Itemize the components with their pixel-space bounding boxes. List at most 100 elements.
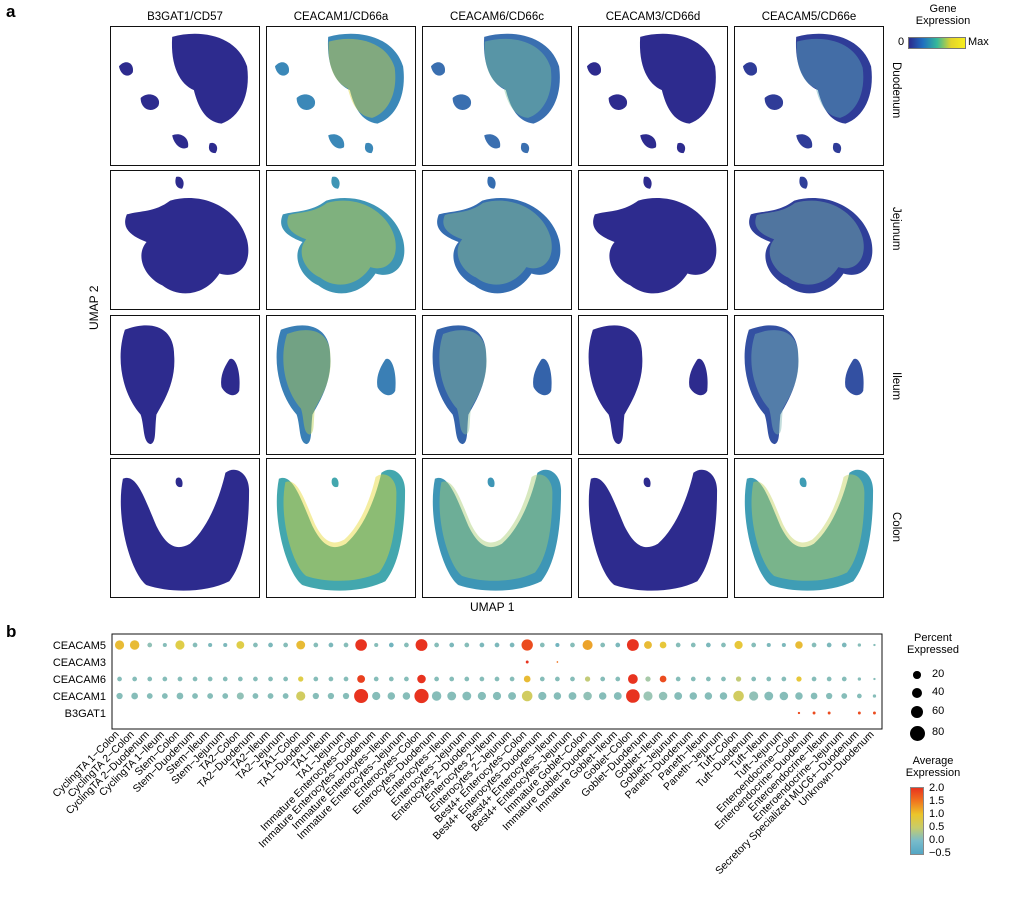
dot xyxy=(704,692,713,700)
dot xyxy=(404,642,409,648)
row-label-duodenum: Duodenum xyxy=(890,62,902,119)
cell-cluster xyxy=(744,469,874,591)
dot xyxy=(659,675,667,683)
dot xyxy=(237,676,243,682)
dot xyxy=(735,676,742,682)
dot xyxy=(538,691,547,701)
expression-highlight xyxy=(484,38,552,118)
dot xyxy=(509,642,515,648)
color-legend-tick: 2.0 xyxy=(929,782,945,794)
umap-embedding xyxy=(437,176,561,294)
row-label-ileum: Ileum xyxy=(890,372,902,401)
gene-label: B3GAT1 xyxy=(65,708,106,720)
cell-cluster xyxy=(689,358,708,396)
size-legend-dot xyxy=(913,671,921,679)
umap-plot-jejunum-ceacam6 xyxy=(422,170,572,310)
dot xyxy=(525,660,529,664)
umap-embedding xyxy=(430,33,560,154)
dot xyxy=(615,676,621,682)
dot xyxy=(521,639,533,651)
cell-cluster xyxy=(643,176,652,189)
cell-cluster xyxy=(281,198,405,294)
dot xyxy=(690,642,696,648)
umap-embedding xyxy=(281,176,405,294)
dot xyxy=(343,642,349,648)
dot xyxy=(387,692,396,700)
cell-cluster xyxy=(799,477,807,488)
cell-cluster xyxy=(175,176,184,189)
dot xyxy=(764,691,774,701)
umap-plot-colon-b3gat1 xyxy=(110,458,260,598)
umap-plot-ileum-ceacam1 xyxy=(266,315,416,455)
dot xyxy=(841,693,848,699)
dot xyxy=(355,639,367,651)
cell-cluster xyxy=(744,325,799,445)
color-legend-tick: −0.5 xyxy=(929,847,951,859)
dot xyxy=(464,676,470,682)
dot xyxy=(114,640,125,650)
dot xyxy=(644,641,652,649)
dot xyxy=(176,692,184,700)
dot xyxy=(749,691,759,701)
umap-plot-duodenum-ceacam6 xyxy=(422,26,572,166)
dot xyxy=(313,642,319,648)
dot xyxy=(388,676,394,682)
dot xyxy=(236,641,245,649)
dot xyxy=(600,676,606,682)
expression-highlight xyxy=(755,200,864,285)
dot xyxy=(354,688,369,704)
dot xyxy=(162,676,168,682)
percent-legend-line1: Percent xyxy=(914,632,952,644)
cell-cluster xyxy=(608,94,628,110)
dot xyxy=(827,711,831,715)
cell-cluster xyxy=(749,198,873,294)
dot xyxy=(161,693,168,699)
cell-cluster xyxy=(125,198,249,294)
row-label-colon: Colon xyxy=(890,512,902,543)
dot xyxy=(434,676,439,682)
dot xyxy=(192,642,198,648)
average-expression-gradient-bar xyxy=(910,787,924,855)
cell-cluster xyxy=(483,33,560,124)
dot xyxy=(841,676,847,682)
gene-expression-legend-title: Gene Expression xyxy=(903,3,983,27)
gene-label: CEACAM1 xyxy=(53,691,106,703)
umap-embedding xyxy=(588,325,708,445)
dot xyxy=(553,692,562,700)
umap-embedding xyxy=(593,176,717,294)
umap-plot-ileum-ceacam5 xyxy=(734,315,884,455)
color-legend-tick: 1.5 xyxy=(929,795,945,807)
umap-embedding xyxy=(125,176,249,294)
dot xyxy=(766,676,772,682)
dot xyxy=(342,692,350,700)
gene-expression-gradient-bar xyxy=(908,37,966,49)
dot xyxy=(674,692,683,700)
dot xyxy=(343,676,349,682)
size-legend-label: 20 xyxy=(932,668,945,680)
dot xyxy=(282,693,289,699)
dot xyxy=(479,642,485,648)
color-legend-tick: 0.0 xyxy=(929,834,945,846)
dot xyxy=(857,677,862,681)
dot xyxy=(873,643,876,647)
cell-cluster xyxy=(120,469,250,591)
cell-cluster xyxy=(487,176,496,189)
panel-a-letter: a xyxy=(6,2,16,21)
cell-cluster xyxy=(276,469,406,591)
size-legend-dot xyxy=(911,687,923,699)
dot xyxy=(253,676,258,682)
cell-cluster xyxy=(118,62,134,76)
dot xyxy=(811,642,817,648)
cell-cluster xyxy=(639,33,716,124)
umap-embedding xyxy=(586,33,716,154)
column-title-ceacam6: CEACAM6/CD66c xyxy=(450,11,544,23)
cell-cluster xyxy=(364,142,374,154)
umap-embedding xyxy=(118,33,248,154)
umap-plot-jejunum-ceacam5 xyxy=(734,170,884,310)
row-label-jejunum: Jejunum xyxy=(890,207,902,251)
dot xyxy=(449,642,455,648)
umap-plot-ileum-ceacam3 xyxy=(578,315,728,455)
umap-plot-ileum-ceacam6 xyxy=(422,315,572,455)
dot xyxy=(312,692,319,700)
legend-title-line1: Gene xyxy=(929,3,957,15)
